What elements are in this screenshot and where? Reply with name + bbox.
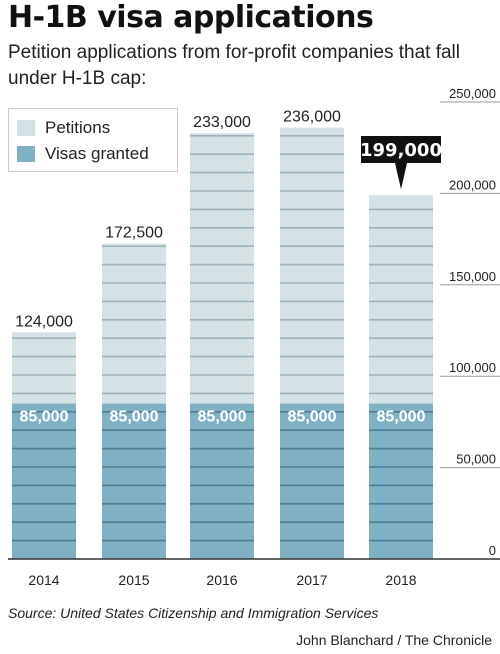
- chart-title: H-1B visa applications: [8, 0, 374, 35]
- y-tick-label: 100,000: [449, 360, 496, 375]
- legend-label-petitions: Petitions: [45, 118, 111, 137]
- visas-granted-value-label: 85,000: [288, 409, 337, 426]
- visas-granted-bar: [12, 403, 76, 559]
- chart-subtitle: Petition applications from for-profit co…: [8, 42, 460, 89]
- legend-item-petitions: Petitions: [17, 118, 110, 138]
- highlight-callout-box: [361, 136, 441, 163]
- highlight-callout-pointer: [395, 163, 407, 190]
- y-tick-label: 50,000: [456, 452, 496, 467]
- bar-chart: 0 50,000 100,000 150,000 200,000 250,000 124,0…: [8, 86, 500, 588]
- legend-item-visas-granted: Visas granted: [17, 144, 149, 164]
- x-category-label: 2015: [118, 572, 149, 588]
- x-category-label: 2017: [296, 572, 327, 588]
- y-tick-label: 250,000: [449, 86, 496, 101]
- visas-granted-value-label: 85,000: [20, 409, 69, 426]
- visas-granted-value-label: 85,000: [377, 409, 426, 426]
- visas-granted-bar: [190, 403, 254, 559]
- x-category-label: 2016: [206, 572, 237, 588]
- highlight-callout-label: 199,000: [360, 140, 442, 161]
- legend-swatch-visas-granted: [17, 146, 35, 162]
- petitions-value-label: 233,000: [193, 114, 251, 131]
- y-tick-label: 200,000: [449, 177, 496, 192]
- y-tick-label: 0: [489, 543, 496, 558]
- petitions-value-label: 124,000: [15, 313, 73, 330]
- legend-label-visas-granted: Visas granted: [45, 144, 149, 163]
- visas-granted-bar: [280, 403, 344, 559]
- x-category-label: 2018: [385, 572, 416, 588]
- petitions-value-label: 172,500: [105, 225, 163, 242]
- credit-line: John Blanchard / The Chronicle: [296, 632, 492, 648]
- visas-granted-value-label: 85,000: [198, 409, 247, 426]
- legend-swatch-petitions: [17, 120, 35, 136]
- chart-legend: Petitions Visas granted: [8, 108, 178, 172]
- source-note: Source: United States Citizenship and Im…: [8, 605, 379, 621]
- visas-granted-bar: [369, 403, 433, 559]
- visas-granted-bar: [102, 403, 166, 559]
- y-tick-label: 150,000: [449, 269, 496, 284]
- petitions-value-label: 236,000: [283, 109, 341, 126]
- x-category-label: 2014: [28, 572, 59, 588]
- visas-granted-value-label: 85,000: [110, 409, 159, 426]
